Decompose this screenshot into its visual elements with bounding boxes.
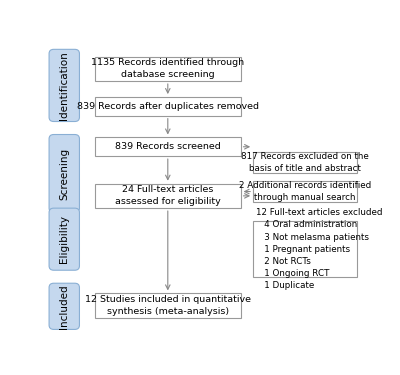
FancyBboxPatch shape	[49, 283, 80, 329]
Text: 817 Records excluded on the
basis of title and abstract: 817 Records excluded on the basis of tit…	[241, 152, 369, 173]
FancyBboxPatch shape	[253, 221, 357, 278]
FancyBboxPatch shape	[95, 137, 241, 156]
FancyBboxPatch shape	[253, 152, 357, 174]
Text: Identification: Identification	[59, 51, 69, 120]
Text: 12 Full-text articles excluded
   4 Oral administration
   3 Not melasma patient: 12 Full-text articles excluded 4 Oral ad…	[256, 209, 383, 290]
Text: Eligibility: Eligibility	[59, 215, 69, 263]
FancyBboxPatch shape	[95, 293, 241, 318]
Text: 2 Additional records identified
through manual search: 2 Additional records identified through …	[239, 181, 371, 202]
FancyBboxPatch shape	[95, 184, 241, 208]
Text: Screening: Screening	[59, 147, 69, 200]
Text: 24 Full-text articles
assessed for eligibility: 24 Full-text articles assessed for eligi…	[115, 185, 221, 207]
FancyBboxPatch shape	[49, 50, 80, 122]
FancyBboxPatch shape	[253, 181, 357, 203]
FancyBboxPatch shape	[95, 57, 241, 81]
Text: 12 Studies included in quantitative
synthesis (meta-analysis): 12 Studies included in quantitative synt…	[85, 295, 251, 316]
Text: Included: Included	[59, 284, 69, 328]
FancyBboxPatch shape	[49, 135, 80, 213]
FancyBboxPatch shape	[49, 208, 80, 270]
Text: 839 Records screened: 839 Records screened	[115, 142, 221, 151]
Text: 839 Records after duplicates removed: 839 Records after duplicates removed	[77, 102, 259, 111]
FancyBboxPatch shape	[95, 97, 241, 116]
Text: 1135 Records identified through
database screening: 1135 Records identified through database…	[91, 58, 244, 80]
